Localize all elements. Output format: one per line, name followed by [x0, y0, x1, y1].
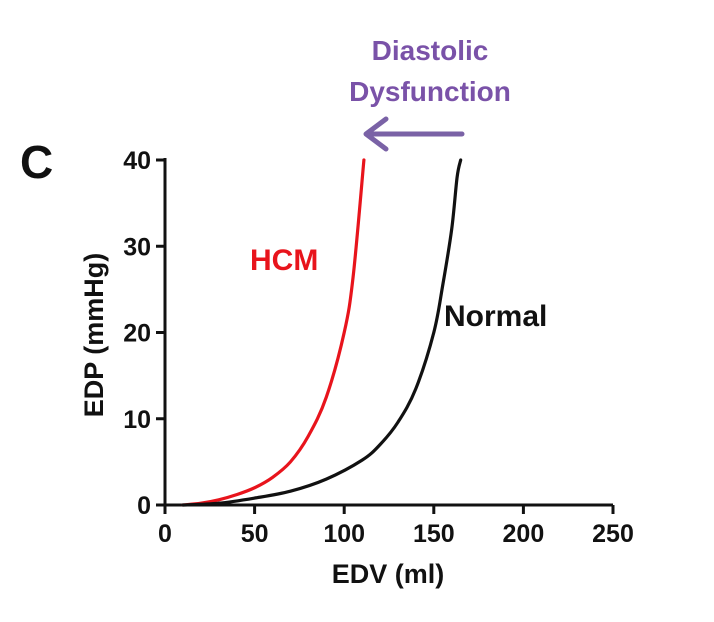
panel-label: C: [20, 136, 53, 188]
series-lines: [181, 158, 463, 507]
y-tick-label: 20: [123, 320, 151, 348]
series-line-normal: [181, 158, 463, 507]
x-tick-label: 200: [503, 520, 545, 548]
x-tick-label: 50: [241, 520, 269, 548]
series-label-normal: Normal: [444, 300, 547, 333]
x-tick-label: 100: [323, 520, 365, 548]
y-axis-title: EDP (mmHg): [79, 253, 109, 418]
left-arrow-icon: [363, 116, 465, 152]
y-tick-label: 0: [137, 492, 151, 520]
series-label-hcm: HCM: [250, 244, 318, 277]
x-tick-label: 0: [158, 520, 172, 548]
axes: 0 50 100 150 200 250 0 10 20 30 40: [123, 147, 634, 548]
x-tick-label: 250: [592, 520, 634, 548]
x-axis-title: EDV (ml): [332, 559, 445, 589]
y-tick-label: 30: [123, 233, 151, 261]
y-tick-label: 40: [123, 147, 151, 175]
series-line-hcm: [181, 158, 366, 507]
annotation-line-2: Dysfunction: [349, 76, 511, 107]
y-tick-label: 10: [123, 406, 151, 434]
x-tick-label: 150: [413, 520, 455, 548]
annotation-line-1: Diastolic: [372, 35, 489, 66]
arrow-head: [363, 116, 389, 152]
